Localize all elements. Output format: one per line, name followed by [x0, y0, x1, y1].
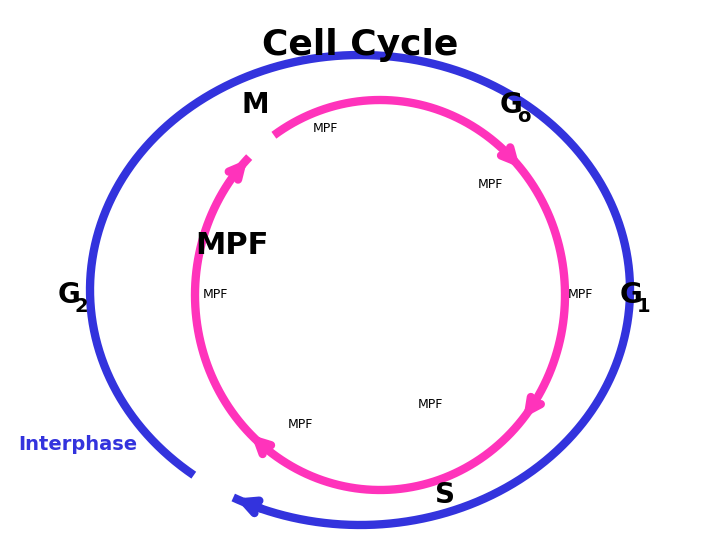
Text: Cell Cycle: Cell Cycle [262, 28, 458, 62]
Text: S: S [435, 481, 455, 509]
Text: G: G [58, 281, 81, 309]
Text: 2: 2 [75, 296, 89, 315]
Text: MPF: MPF [195, 231, 269, 260]
Text: G: G [620, 281, 643, 309]
Text: MPF: MPF [287, 418, 312, 431]
Text: M: M [241, 91, 269, 119]
Text: MPF: MPF [567, 288, 593, 301]
Text: o: o [517, 106, 531, 125]
Text: G: G [500, 91, 523, 119]
Text: MPF: MPF [202, 288, 228, 301]
Text: MPF: MPF [477, 179, 503, 192]
Text: Interphase: Interphase [18, 435, 137, 455]
Text: MPF: MPF [312, 122, 338, 134]
Text: 1: 1 [637, 296, 651, 315]
Text: MPF: MPF [418, 399, 443, 411]
